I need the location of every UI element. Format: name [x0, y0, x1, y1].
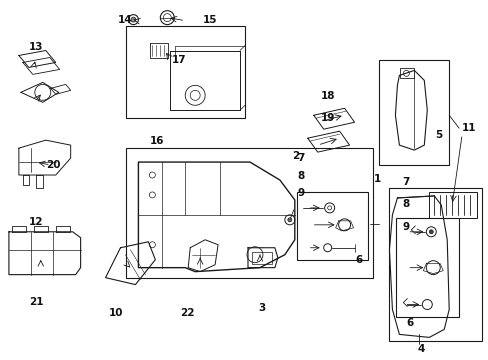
Circle shape [428, 230, 432, 234]
Text: 20: 20 [46, 160, 61, 170]
Text: 8: 8 [297, 171, 304, 181]
Text: 14: 14 [117, 15, 132, 26]
Bar [296, 192, 367, 260]
Bar [388, 188, 481, 341]
Bar [251, 252, 271, 264]
Bar [400, 68, 413, 78]
Text: 8: 8 [402, 199, 409, 210]
Text: 10: 10 [109, 309, 123, 318]
Text: 17: 17 [172, 55, 186, 65]
Text: 11: 11 [460, 123, 475, 133]
Text: 19: 19 [321, 113, 335, 123]
Text: 3: 3 [257, 303, 264, 314]
Text: 16: 16 [149, 136, 164, 146]
Text: 15: 15 [203, 15, 217, 26]
Text: 7: 7 [297, 153, 304, 163]
Bar [428, 192, 476, 218]
Text: 5: 5 [434, 130, 441, 140]
Text: 22: 22 [180, 309, 194, 318]
Text: 4: 4 [416, 344, 424, 354]
Text: 13: 13 [29, 42, 43, 51]
Text: 21: 21 [29, 297, 43, 307]
Bar [126, 148, 372, 278]
Text: 9: 9 [402, 222, 409, 232]
Text: 9: 9 [297, 188, 304, 198]
Bar [126, 26, 244, 118]
Circle shape [287, 218, 291, 222]
Bar [379, 60, 448, 165]
Text: 2: 2 [292, 150, 299, 161]
Text: 7: 7 [402, 177, 409, 187]
Text: 18: 18 [321, 91, 335, 101]
Text: 1: 1 [373, 174, 380, 184]
Text: 12: 12 [29, 217, 43, 227]
Text: 6: 6 [406, 319, 413, 328]
Circle shape [131, 17, 136, 22]
Bar [396, 218, 458, 318]
Text: 6: 6 [355, 255, 362, 265]
